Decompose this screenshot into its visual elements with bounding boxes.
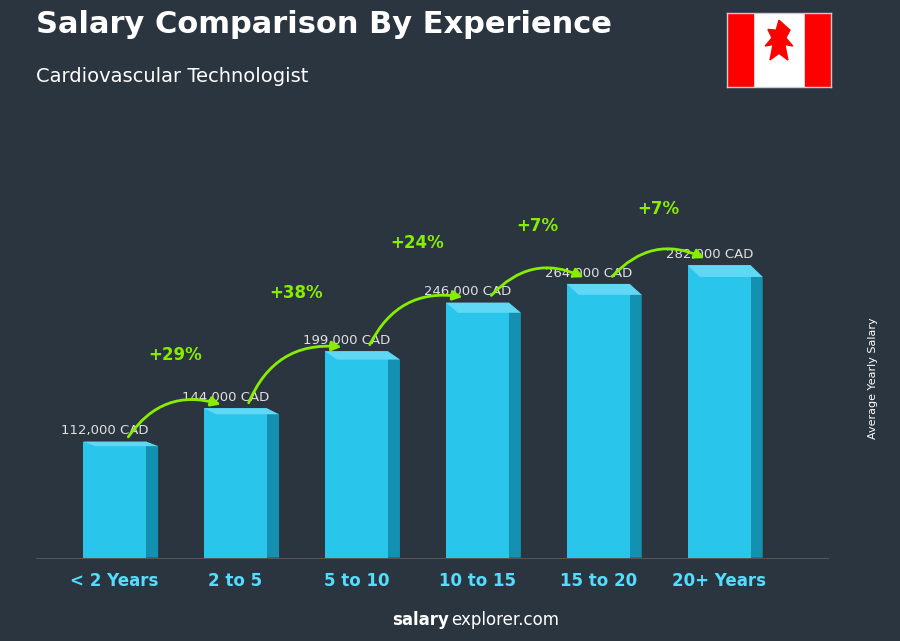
- Polygon shape: [204, 408, 279, 414]
- Text: salary: salary: [392, 611, 449, 629]
- Polygon shape: [508, 303, 521, 558]
- Text: explorer.com: explorer.com: [451, 611, 559, 629]
- Text: 199,000 CAD: 199,000 CAD: [303, 334, 391, 347]
- Text: 264,000 CAD: 264,000 CAD: [545, 267, 632, 279]
- Bar: [83, 442, 146, 558]
- Text: +7%: +7%: [517, 217, 559, 235]
- Bar: [567, 284, 630, 558]
- Text: 144,000 CAD: 144,000 CAD: [182, 391, 269, 404]
- Polygon shape: [751, 265, 762, 558]
- Text: +7%: +7%: [638, 201, 680, 219]
- Polygon shape: [83, 442, 158, 446]
- Polygon shape: [688, 265, 762, 277]
- Polygon shape: [765, 20, 793, 60]
- Text: 246,000 CAD: 246,000 CAD: [424, 285, 511, 298]
- Polygon shape: [630, 284, 642, 558]
- Bar: [805, 13, 831, 87]
- Polygon shape: [146, 442, 158, 558]
- Bar: [446, 303, 508, 558]
- Text: +29%: +29%: [148, 345, 202, 363]
- Polygon shape: [567, 284, 642, 295]
- Text: +24%: +24%: [390, 233, 444, 251]
- Polygon shape: [325, 351, 400, 360]
- Text: Salary Comparison By Experience: Salary Comparison By Experience: [36, 10, 612, 38]
- Bar: [325, 351, 388, 558]
- Polygon shape: [446, 303, 521, 313]
- Polygon shape: [267, 408, 279, 558]
- Text: 282,000 CAD: 282,000 CAD: [666, 248, 753, 261]
- Text: Average Yearly Salary: Average Yearly Salary: [868, 317, 878, 439]
- Bar: [204, 408, 267, 558]
- Text: +38%: +38%: [269, 284, 323, 302]
- Text: Cardiovascular Technologist: Cardiovascular Technologist: [36, 67, 309, 87]
- Text: 112,000 CAD: 112,000 CAD: [61, 424, 148, 437]
- Bar: [688, 265, 751, 558]
- Polygon shape: [388, 351, 400, 558]
- Bar: [727, 13, 753, 87]
